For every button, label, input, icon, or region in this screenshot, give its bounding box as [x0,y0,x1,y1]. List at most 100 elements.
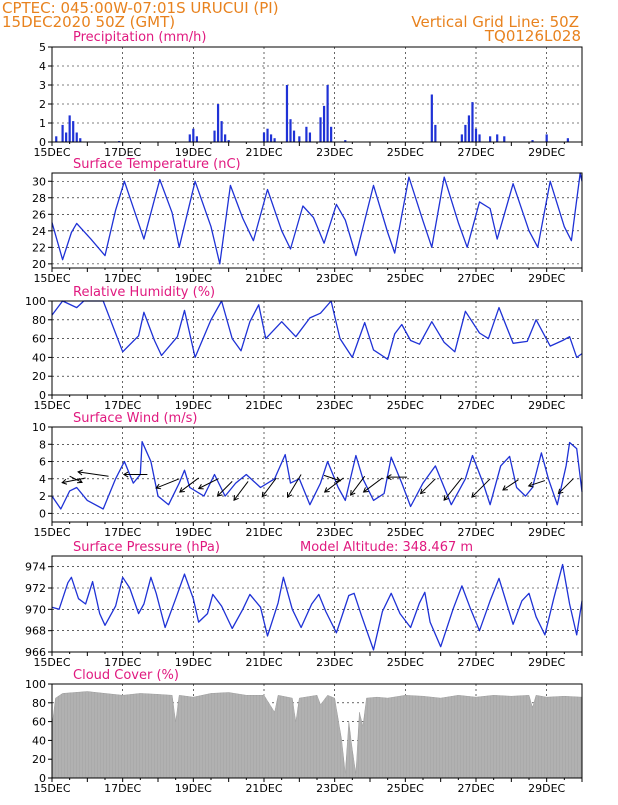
y-tick-label: 968 [25,625,46,638]
x-tick-label: 17DEC [104,782,141,795]
x-tick-label: 15DEC [33,399,70,412]
x-tick-label: 25DEC [387,656,424,669]
x-tick-label: 27DEC [457,526,494,539]
wind-arrow [558,478,574,494]
header-line1-right: Vertical Grid Line: 50Z [411,13,579,31]
wind-arrow [528,480,546,487]
x-tick-label: 23DEC [316,526,353,539]
x-tick-label: 25DEC [387,272,424,285]
cloud-area [51,691,583,779]
model-altitude-label: Model Altitude: 348.467 m [300,540,473,555]
wind-arrowhead [77,477,83,484]
panel-title-pres: Surface Pressure (hPa) [73,540,220,555]
x-tick-label: 25DEC [387,782,424,795]
x-tick-label: 19DEC [175,399,212,412]
wind-arrow [62,477,86,484]
precip-bar [430,94,433,142]
wind-arrow [502,479,519,491]
y-tick-label: 60 [32,716,46,729]
wind-line [51,441,583,510]
x-tick-label: 29DEC [528,782,565,795]
precip-bar [322,105,326,142]
panel-temp: Surface Temperature (nC) 20 22 24 26 28 30 15DE… [32,157,583,285]
x-tick-label: 21DEC [245,146,282,159]
wind-arrowhead [216,491,223,497]
panel-title-wind: Surface Wind (m/s) [73,411,197,426]
y-tick-label: 6 [39,456,46,469]
wind-arrowhead [502,485,508,491]
precip-bar [460,134,463,142]
x-tick-label: 17DEC [104,272,141,285]
wind-arrowhead [122,471,129,478]
wind-arrowhead [419,488,426,495]
y-tick-label: 974 [25,561,46,574]
panel-pres: Surface Pressure (hPa) Model Altitude: 34… [25,540,583,669]
x-tick-label: 17DEC [104,526,141,539]
wind-arrowhead [386,474,392,481]
y-tick-label: 0 [39,507,46,520]
x-tick-label: 19DEC [175,272,212,285]
wind-arrow [179,477,199,493]
header-line1-left: CPTEC: 045:00W-07:01S URUCUI (PI) [2,0,279,17]
precip-bar [68,115,71,142]
wind-arrow [217,481,233,497]
panel-cloud: Cloud Cover (%) 0 20 40 60 80 100 15DEC 17DEC 19D… [25,668,583,795]
y-tick-label: 40 [32,734,46,747]
y-tick-label: 24 [32,225,46,238]
x-tick-label: 15DEC [33,526,70,539]
precip-bar [220,121,223,142]
x-tick-label: 25DEC [387,399,424,412]
precip-bar [289,119,292,142]
y-tick-label: 972 [25,582,46,595]
precip-bar [266,128,269,142]
y-tick-label: 0 [39,772,46,785]
wind-arrow [198,478,219,489]
y-tick-label: 28 [32,192,46,205]
precip-bar [292,130,296,142]
y-tick-label: 0 [39,136,46,149]
wind-arrowhead [197,484,204,490]
x-tick-label: 21DEC [245,272,282,285]
y-tick-label: 970 [25,603,46,616]
wind-arrow [324,477,344,493]
y-tick-label: 30 [32,175,46,188]
precip-bar [298,136,301,142]
y-tick-label: 20 [32,753,46,766]
x-tick-label: 27DEC [457,272,494,285]
x-tick-label: 15DEC [33,272,70,285]
temp-line [51,172,583,265]
precip-bar [531,140,534,142]
wind-arrow [69,475,83,483]
panel-rh: Relative Humidity (%) 0 20 40 60 80 100 15DEC 17… [25,285,583,412]
y-tick-label: 5 [39,41,46,54]
wind-arrow [155,478,180,489]
precip-bar [319,117,322,142]
x-tick-label: 23DEC [316,782,353,795]
precip-bar [489,136,492,142]
precip-bar [467,115,471,142]
y-tick-label: 2 [39,98,46,111]
x-tick-label: 21DEC [245,399,282,412]
x-tick-label: 25DEC [387,526,424,539]
precip-bar [79,138,82,142]
precip-bar [192,128,195,142]
y-tick-label: 60 [32,333,46,346]
x-tick-label: 15DEC [33,782,70,795]
x-tick-label: 21DEC [245,656,282,669]
wind-arrow [287,474,302,498]
precip-bar [478,134,481,142]
precip-bar [496,134,499,142]
wind-arrowhead [233,495,239,501]
y-tick-label: 0 [39,389,46,402]
y-tick-label: 4 [39,473,46,486]
wind-arrowhead [443,495,449,501]
header-line2-left: 15DEC2020 50Z (GMT) [2,13,175,31]
y-tick-label: 22 [32,241,46,254]
y-tick-label: 3 [39,79,46,92]
precip-bar [188,134,191,142]
precip-bar [61,124,64,142]
x-tick-label: 27DEC [457,146,494,159]
wind-arrow [261,477,277,498]
wind-arrowhead [77,469,83,476]
precip-bar [75,132,78,142]
